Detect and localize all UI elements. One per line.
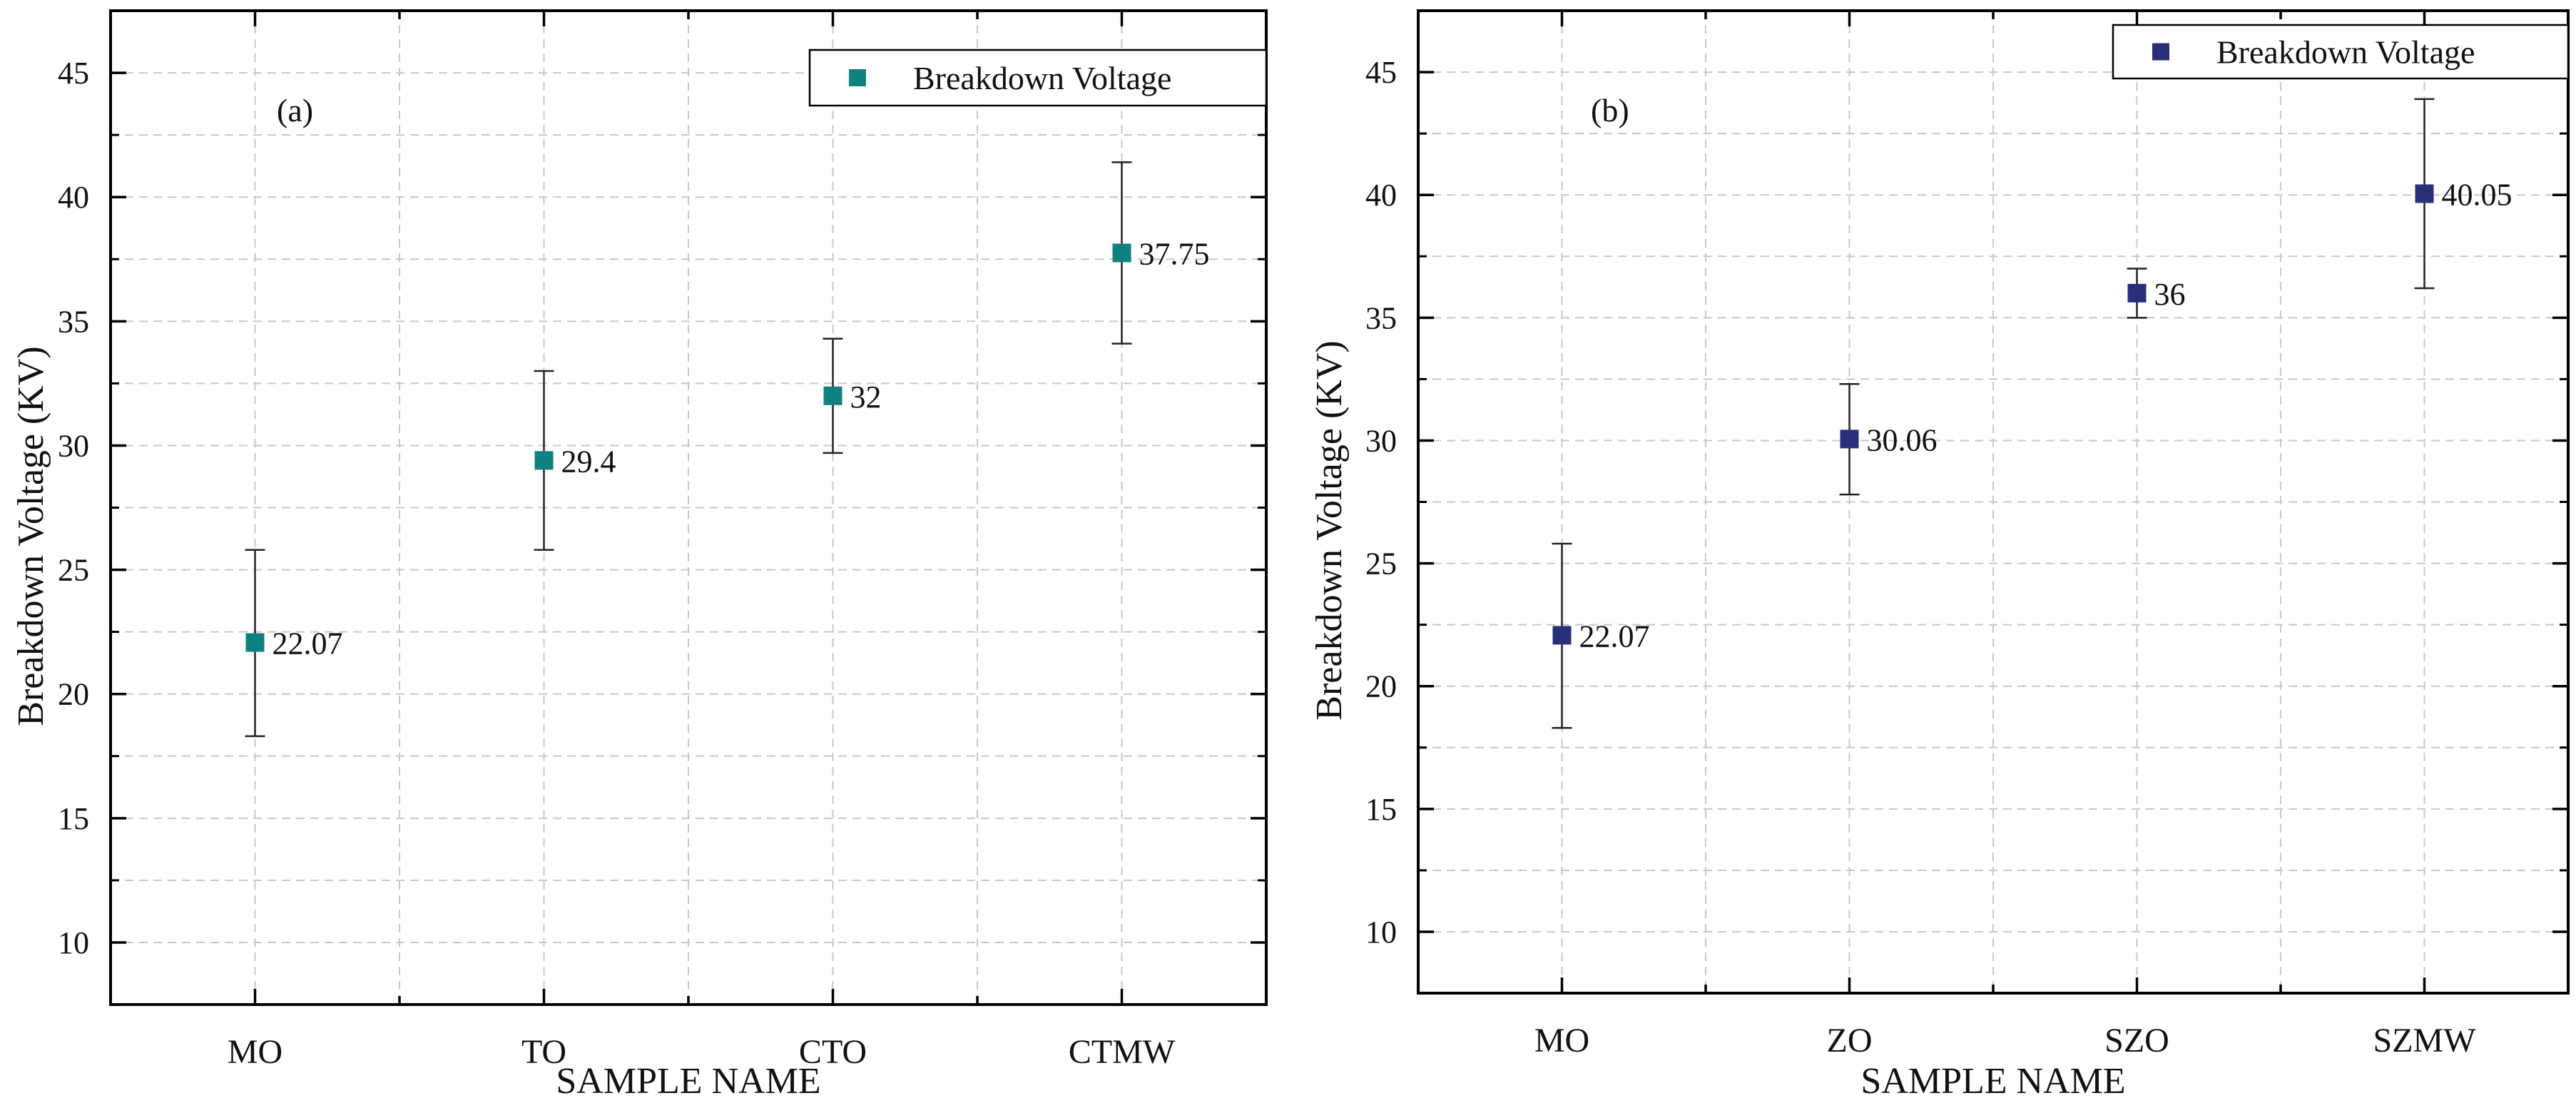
x-category-label: MO	[1534, 1022, 1589, 1059]
y-tick-label: 35	[58, 304, 89, 339]
x-category-label: MO	[228, 1033, 282, 1071]
y-axis-title-b: Breakdown Voltage (KV)	[1309, 340, 1350, 720]
legend-label-a: Breakdown Voltage	[913, 60, 1171, 96]
legend-marker-a	[849, 69, 866, 86]
y-tick-label: 45	[1365, 55, 1397, 90]
data-value-label: 32	[850, 380, 882, 415]
data-point	[1112, 243, 1131, 263]
labels-b: 10 15 20 25 30 35 40 45 MO ZO SZO SZMW	[1365, 55, 2476, 1059]
ticks-b	[1418, 11, 2568, 993]
y-tick-label: 15	[58, 801, 89, 836]
grid-a	[111, 11, 1266, 1005]
x-category-label: TO	[521, 1033, 566, 1071]
y-tick-label: 30	[1365, 423, 1397, 458]
data-point	[1552, 626, 1572, 645]
y-tick-label: 20	[1365, 669, 1397, 704]
y-tick-label: 10	[58, 925, 89, 960]
legend-b: Breakdown Voltage	[2112, 24, 2570, 80]
data-point	[823, 386, 842, 405]
grid-b	[1418, 11, 2568, 993]
y-tick-label: 20	[58, 677, 89, 712]
panel-label-b: (b)	[1591, 92, 1629, 128]
x-axis-title-b: SAMPLE NAME	[1860, 1061, 2125, 1102]
chart-panel-b: 22.07 30.06 36 40.05 10 15 20 25 30 35 40 45 MO ZO SZ…	[1309, 9, 2570, 1102]
data-point	[2127, 283, 2147, 303]
chart-panel-a: 22.07 29.4 32 37.75 10 15 20 25 30 35 40 45 MO TO CTO…	[11, 9, 1268, 1102]
data-point	[2415, 184, 2434, 203]
ticks-a	[111, 11, 1266, 1005]
y-tick-label: 25	[58, 553, 89, 588]
marks-a: 22.07 29.4 32 37.75	[245, 161, 1210, 738]
legend-a: Breakdown Voltage	[808, 49, 1268, 107]
marks-b: 22.07 30.06 36 40.05	[1552, 98, 2513, 729]
y-tick-label: 30	[58, 428, 89, 463]
data-value-label: 40.05	[2442, 177, 2513, 212]
y-tick-label: 45	[58, 56, 89, 91]
x-category-label: SZMW	[2373, 1022, 2477, 1059]
data-point	[245, 633, 265, 652]
y-tick-label: 10	[1365, 915, 1397, 950]
legend-box-b	[2112, 24, 2570, 80]
data-value-label: 22.07	[1579, 619, 1650, 654]
y-tick-label: 25	[1365, 547, 1397, 581]
x-category-label: CTMW	[1069, 1033, 1176, 1071]
y-tick-label: 35	[1365, 300, 1397, 335]
data-value-label: 22.07	[273, 626, 343, 661]
legend-marker-b	[2152, 43, 2169, 61]
data-point	[534, 451, 554, 470]
legend-label-b: Breakdown Voltage	[2216, 34, 2475, 71]
labels-a: 10 15 20 25 30 35 40 45 MO TO CTO CTMW	[58, 56, 1176, 1071]
y-tick-label: 40	[58, 180, 89, 215]
panel-label-a: (a)	[277, 92, 313, 128]
legend-box-a	[808, 49, 1268, 107]
x-category-label: SZO	[2104, 1022, 2169, 1059]
data-value-label: 36	[2154, 277, 2186, 312]
data-value-label: 30.06	[1867, 422, 1938, 457]
y-axis-title-a: Breakdown Voltage (KV)	[11, 346, 51, 726]
x-category-label: ZO	[1827, 1022, 1873, 1059]
y-tick-label: 15	[1365, 792, 1397, 827]
data-value-label: 29.4	[561, 444, 616, 479]
y-tick-label: 40	[1365, 178, 1397, 213]
x-category-label: CTO	[799, 1033, 867, 1071]
data-point	[1840, 430, 1859, 449]
x-axis-title-a: SAMPLE NAME	[556, 1061, 820, 1102]
data-value-label: 37.75	[1139, 237, 1210, 272]
